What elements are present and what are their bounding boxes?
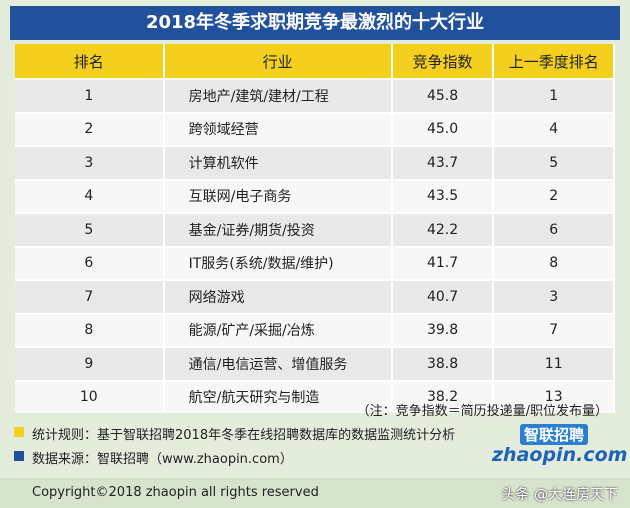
table-cell: 2 [15, 111, 165, 146]
table-cell: 38.2 [391, 379, 495, 413]
table-cell: 2 [493, 178, 615, 213]
table-cell: 基金/证券/期货/投资 [163, 212, 393, 247]
table-cell: 4 [493, 111, 615, 146]
table-cell: 38.8 [391, 346, 495, 381]
table-body: 1 房地产/建筑/建材/工程 45.8 1 2 跨领域经营 45.0 4 3 计算机软件 43.7 5… [15, 78, 615, 413]
table-cell: 1 [493, 78, 615, 113]
table-cell: 航空/航天研究与制造 [163, 379, 393, 413]
column-header: 竞争指数 [391, 44, 495, 79]
table-row: 8 能源/矿产/采掘/冶炼 39.8 7 [15, 312, 615, 347]
table-cell: 9 [15, 346, 165, 381]
table-cell: 41.7 [391, 245, 495, 280]
table-row: 1 房地产/建筑/建材/工程 45.8 1 [15, 78, 615, 113]
table-cell: 能源/矿产/采掘/冶炼 [163, 312, 393, 347]
table-row: 9 通信/电信运营、增值服务 38.8 11 [15, 346, 615, 381]
note: （注：竞争指数＝简历投递量/职位发布量） [356, 404, 608, 419]
table-cell: 13 [493, 379, 615, 413]
table-cell: 7 [493, 312, 615, 347]
title-bar: 2018年冬季求职期竞争最激烈的十大行业 [10, 6, 620, 40]
table-cell: 7 [15, 279, 165, 314]
table-cell: 3 [15, 145, 165, 180]
table-row: 10 航空/航天研究与制造 38.2 13 [15, 379, 615, 413]
table-cell: 43.5 [391, 178, 495, 213]
column-header: 上一季度排名 [493, 44, 615, 79]
table-row: 4 互联网/电子商务 43.5 2 [15, 178, 615, 213]
table-cell: 40.7 [391, 279, 495, 314]
logo-name: 智联招聘 [520, 424, 589, 445]
table-cell: 互联网/电子商务 [163, 178, 393, 213]
table-row: 6 IT服务(系统/数据/维护) 41.7 8 [15, 245, 615, 280]
table-row: 3 计算机软件 43.7 5 [15, 145, 615, 180]
table-cell: 43.7 [391, 145, 495, 180]
logo-domain: zhaopin.com [492, 444, 628, 466]
table-row: 7 网络游戏 40.7 3 [15, 279, 615, 314]
table-cell: 房地产/建筑/建材/工程 [163, 78, 393, 113]
table-cell: 42.2 [391, 212, 495, 247]
table-cell: 6 [493, 212, 615, 247]
source: 数据来源：智联招聘（www.zhaopin.com） [32, 452, 293, 467]
table-cell: 10 [15, 379, 165, 413]
table-cell: 45.8 [391, 78, 495, 113]
table-cell: 通信/电信运营、增值服务 [163, 346, 393, 381]
column-header: 行业 [163, 44, 393, 79]
table-cell: 11 [493, 346, 615, 381]
table-cell: 5 [493, 145, 615, 180]
copyright: Copyright©2018 zhaopin all rights reserv… [32, 485, 319, 500]
table-cell: 5 [15, 212, 165, 247]
table-cell: 4 [15, 178, 165, 213]
table-cell: 8 [15, 312, 165, 347]
table-row: 5 基金/证券/期货/投资 42.2 6 [15, 212, 615, 247]
table-cell: 39.8 [391, 312, 495, 347]
watermark: 头条 @大连房天下 [501, 487, 618, 503]
table-cell: 1 [15, 78, 165, 113]
table-cell: 网络游戏 [163, 279, 393, 314]
table-cell: 45.0 [391, 111, 495, 146]
table-row: 2 跨领域经营 45.0 4 [15, 111, 615, 146]
table-cell: 3 [493, 279, 615, 314]
bullet-yellow [14, 427, 24, 437]
table-cell: 8 [493, 245, 615, 280]
bullet-blue [14, 451, 24, 461]
header-row: 排名 行业 竞争指数 上一季度排名 [15, 44, 615, 79]
table-cell: 计算机软件 [163, 145, 393, 180]
table-cell: 跨领域经营 [163, 111, 393, 146]
column-header: 排名 [15, 44, 165, 79]
table-cell: IT服务(系统/数据/维护) [163, 245, 393, 280]
footer-bar: Copyright©2018 zhaopin all rights reserv… [0, 478, 630, 508]
rules: 统计规则：基于智联招聘2018年冬季在线招聘数据库的数据监测统计分析 [32, 428, 456, 443]
ranking-table: 排名 行业 竞争指数 上一季度排名 1 房地产/建筑/建材/工程 45.8 1 2 跨领域经营 4… [15, 44, 615, 413]
table-cell: 6 [15, 245, 165, 280]
